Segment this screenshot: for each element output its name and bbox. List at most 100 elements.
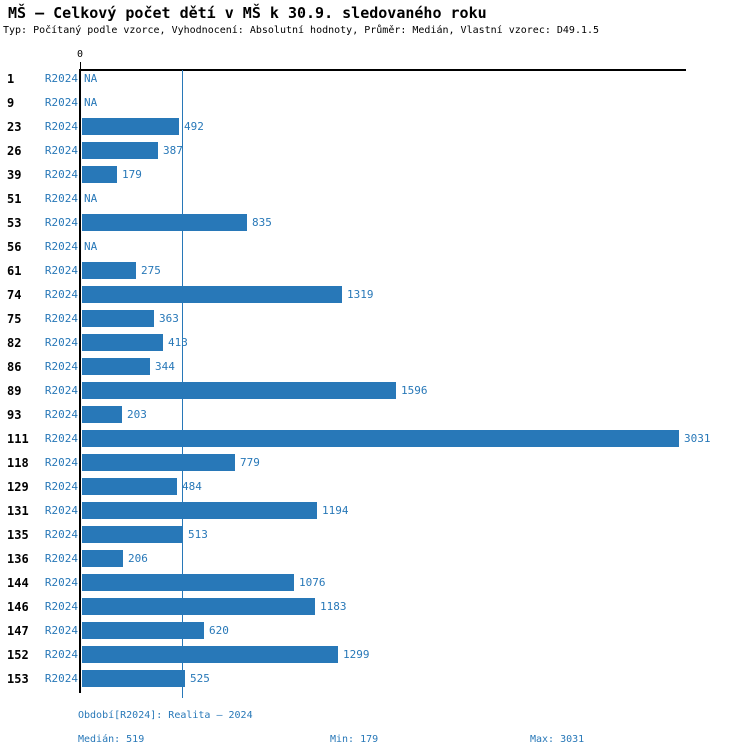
value-label: 513 xyxy=(188,528,208,541)
value-bar xyxy=(82,478,177,495)
value-bar xyxy=(82,286,342,303)
series-label: R2024 xyxy=(44,528,78,541)
value-label: 484 xyxy=(182,480,202,493)
value-label: 203 xyxy=(127,408,147,421)
y-axis-line xyxy=(79,69,81,693)
series-label: R2024 xyxy=(44,552,78,565)
value-label: 179 xyxy=(122,168,142,181)
series-label: R2024 xyxy=(44,144,78,157)
row-number-label: 82 xyxy=(7,336,22,350)
row-number-label: 56 xyxy=(7,240,22,254)
value-bar xyxy=(82,262,136,279)
row-number-label: 1 xyxy=(7,72,15,86)
chart-row: 118 R2024 779 xyxy=(0,451,750,475)
series-label: R2024 xyxy=(44,360,78,373)
row-number-label: 144 xyxy=(7,576,29,590)
chart-row: 53 R2024 835 xyxy=(0,211,750,235)
series-label: R2024 xyxy=(44,600,78,613)
series-label: R2024 xyxy=(44,456,78,469)
footer-min-label: Min: 179 xyxy=(330,734,379,745)
row-number-label: 86 xyxy=(7,360,22,374)
series-label: R2024 xyxy=(44,408,78,421)
row-number-label: 9 xyxy=(7,96,15,110)
row-number-label: 147 xyxy=(7,624,29,638)
chart-row: 61 R2024 275 xyxy=(0,259,750,283)
row-number-label: 129 xyxy=(7,480,29,494)
value-label: 492 xyxy=(184,120,204,133)
value-bar xyxy=(82,646,338,663)
value-bar xyxy=(82,214,247,231)
value-bar xyxy=(82,310,154,327)
row-number-label: 53 xyxy=(7,216,22,230)
na-label: NA xyxy=(84,72,98,85)
series-label: R2024 xyxy=(44,192,78,205)
value-label: 344 xyxy=(155,360,175,373)
row-number-label: 136 xyxy=(7,552,29,566)
row-number-label: 75 xyxy=(7,312,22,326)
series-label: R2024 xyxy=(44,648,78,661)
series-label: R2024 xyxy=(44,432,78,445)
series-label: R2024 xyxy=(44,624,78,637)
chart-rows: 1 R2024 NA 9 R2024 NA 23 R2024 492 26 R2024 387 39 R2… xyxy=(0,67,750,691)
series-label: R2024 xyxy=(44,120,78,133)
chart-row: 93 R2024 203 xyxy=(0,403,750,427)
chart-row: 129 R2024 484 xyxy=(0,475,750,499)
value-bar xyxy=(82,430,679,447)
chart-row: 51 R2024 NA xyxy=(0,187,750,211)
row-number-label: 93 xyxy=(7,408,22,422)
series-label: R2024 xyxy=(44,216,78,229)
series-label: R2024 xyxy=(44,480,78,493)
na-label: NA xyxy=(84,240,98,253)
value-label: 835 xyxy=(252,216,272,229)
footer-median-label: Medián: 519 xyxy=(78,734,145,745)
series-label: R2024 xyxy=(44,72,78,85)
value-label: 1596 xyxy=(401,384,428,397)
value-bar xyxy=(82,142,158,159)
footer-max-label: Max: 3031 xyxy=(530,734,585,745)
chart-row: 152 R2024 1299 xyxy=(0,643,750,667)
value-bar xyxy=(82,598,315,615)
value-bar xyxy=(82,622,204,639)
row-number-label: 146 xyxy=(7,600,29,614)
chart-row: 56 R2024 NA xyxy=(0,235,750,259)
series-label: R2024 xyxy=(44,384,78,397)
row-number-label: 23 xyxy=(7,120,22,134)
chart-row: 136 R2024 206 xyxy=(0,547,750,571)
row-number-label: 61 xyxy=(7,264,22,278)
x-axis-zero-label: 0 xyxy=(76,49,84,60)
value-label: 779 xyxy=(240,456,260,469)
chart-row: 111 R2024 3031 xyxy=(0,427,750,451)
chart-row: 153 R2024 525 xyxy=(0,667,750,691)
value-bar xyxy=(82,358,150,375)
value-label: 1076 xyxy=(299,576,326,589)
chart-row: 131 R2024 1194 xyxy=(0,499,750,523)
series-label: R2024 xyxy=(44,312,78,325)
chart-row: 144 R2024 1076 xyxy=(0,571,750,595)
na-label: NA xyxy=(84,192,98,205)
chart-row: 23 R2024 492 xyxy=(0,115,750,139)
value-bar xyxy=(82,502,317,519)
value-label: 525 xyxy=(190,672,210,685)
value-bar xyxy=(82,670,185,687)
chart-row: 82 R2024 413 xyxy=(0,331,750,355)
na-label: NA xyxy=(84,96,98,109)
row-number-label: 26 xyxy=(7,144,22,158)
value-label: 1299 xyxy=(343,648,370,661)
value-bar xyxy=(82,574,294,591)
row-number-label: 74 xyxy=(7,288,22,302)
value-label: 3031 xyxy=(684,432,711,445)
chart-row: 135 R2024 513 xyxy=(0,523,750,547)
chart-row: 89 R2024 1596 xyxy=(0,379,750,403)
chart-row: 1 R2024 NA xyxy=(0,67,750,91)
series-label: R2024 xyxy=(44,96,78,109)
value-label: 413 xyxy=(168,336,188,349)
row-number-label: 89 xyxy=(7,384,22,398)
value-bar xyxy=(82,454,235,471)
chart-row: 26 R2024 387 xyxy=(0,139,750,163)
value-label: 1194 xyxy=(322,504,349,517)
series-label: R2024 xyxy=(44,168,78,181)
value-bar xyxy=(82,406,122,423)
value-label: 363 xyxy=(159,312,179,325)
value-bar xyxy=(82,166,117,183)
